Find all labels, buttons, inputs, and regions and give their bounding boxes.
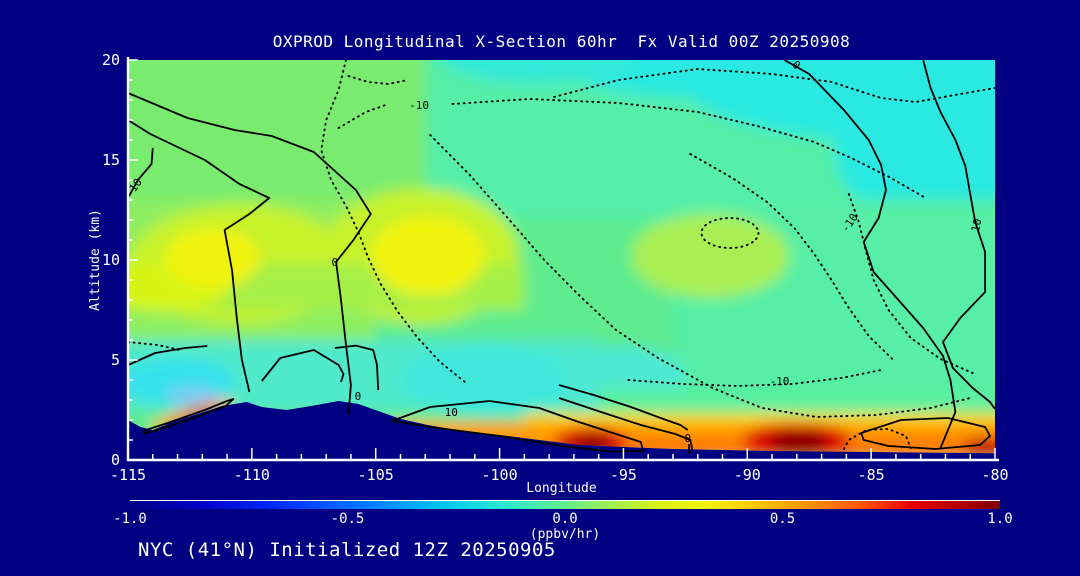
colorbar-tick-label: -0.5 [330, 511, 365, 527]
init-info-text: NYC (41°N) Initialized 12Z 20250905 [138, 539, 556, 561]
svg-text:-115: -115 [110, 466, 146, 484]
svg-text:-85: -85 [858, 466, 885, 484]
svg-text:-95: -95 [610, 466, 637, 484]
svg-text:15: 15 [102, 151, 120, 169]
svg-text:-80: -80 [981, 466, 1008, 484]
colorbar-tick-label: -1.0 [113, 511, 147, 527]
colorbar-tick-label: 0.0 [552, 511, 578, 527]
colorbar-units-label: (ppbv/hr) [529, 527, 601, 542]
svg-text:-105: -105 [358, 466, 394, 484]
svg-text:-90: -90 [734, 466, 761, 484]
colorbar-tick-labels: -1.0 -0.5 0.0 0.5 1.0 [113, 511, 1013, 527]
colorbar [130, 500, 1000, 509]
svg-text:10: 10 [969, 217, 984, 233]
svg-text:0: 0 [331, 256, 338, 269]
svg-text:-100: -100 [482, 466, 518, 484]
svg-text:20: 20 [102, 51, 120, 69]
y-axis-title: Altitude (km) [88, 209, 103, 311]
svg-text:0: 0 [684, 432, 691, 445]
terrain-silhouette [128, 401, 995, 460]
colorbar-tick-label: 0.5 [769, 511, 796, 527]
svg-text:10: 10 [102, 251, 120, 269]
svg-text:10: 10 [445, 406, 458, 419]
svg-text:-10: -10 [770, 375, 790, 388]
svg-text:-10: -10 [409, 99, 429, 112]
svg-text:5: 5 [111, 351, 120, 369]
svg-text:0: 0 [111, 451, 120, 469]
colorbar-tick-label: 1.0 [987, 511, 1013, 527]
svg-text:-110: -110 [234, 466, 270, 484]
x-axis-title: Longitude [526, 481, 597, 496]
chart-title: OXPROD Longitudinal X-Section 60hr Fx Va… [272, 32, 851, 51]
svg-text:0: 0 [355, 390, 362, 403]
